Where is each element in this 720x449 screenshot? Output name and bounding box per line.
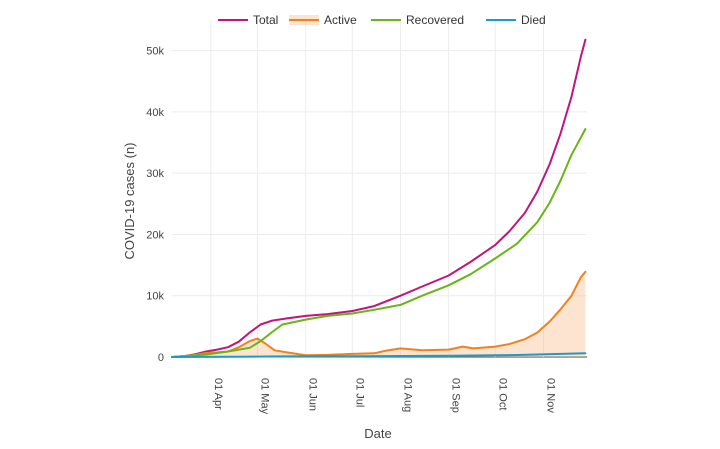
legend-item-active[interactable]: Active [289,13,357,27]
y-tick-label: 0 [158,352,164,364]
x-tick-label: 01 Nov [544,378,556,413]
series-died-line [171,352,587,358]
legend-item-recovered[interactable]: Recovered [371,13,464,27]
series-recovered-line [171,128,587,358]
legend-label: Recovered [406,13,464,27]
y-tick-label: 20k [146,229,164,241]
legend-label: Active [324,13,357,27]
x-tick-label: 01 Jul [353,378,365,407]
x-tick-label: 01 Jun [307,378,319,411]
y-tick-label: 50k [146,46,164,58]
series-active-area [172,271,586,357]
y-axis-title: COVID-19 cases (n) [122,142,137,259]
legend-label: Died [521,13,546,27]
legend-label: Total [253,13,278,27]
x-axis-title: Date [364,426,391,441]
x-tick-label: 01 Oct [496,378,508,410]
x-tick-label: 01 Sep [450,378,462,413]
y-tick-label: 10k [146,291,164,303]
x-tick-label: 01 Aug [401,378,413,412]
y-axis-ticks: 0 10k 20k 30k 40k 50k [146,46,164,364]
y-tick-label: 30k [146,168,164,180]
y-tick-label: 40k [146,107,164,119]
area-fills [172,271,586,357]
legend[interactable]: Total Active Recovered Died [218,13,546,27]
x-axis-ticks: 01 Apr 01 May 01 Jun 01 Jul 01 Aug 01 Sep 01 O… [212,378,557,415]
series-total-line [171,38,587,358]
series-lines [171,38,587,358]
x-tick-label: 01 May [258,378,270,415]
legend-item-died[interactable]: Died [486,13,546,27]
x-tick-label: 01 Apr [212,378,224,410]
legend-item-total[interactable]: Total [218,13,278,27]
gridlines [172,20,587,358]
